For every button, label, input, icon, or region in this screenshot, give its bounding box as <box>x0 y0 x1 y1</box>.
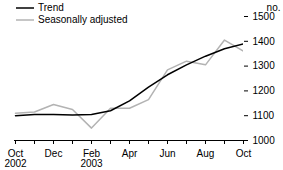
svg-text:Feb2003: Feb2003 <box>80 148 103 169</box>
svg-text:1000: 1000 <box>253 135 276 146</box>
svg-text:1500: 1500 <box>252 10 275 22</box>
svg-text:Oct2002: Oct2002 <box>4 148 27 169</box>
svg-text:Jun: Jun <box>159 148 175 159</box>
svg-text:Oct: Oct <box>236 148 252 159</box>
html-text:Seasonally adjusted: Seasonally adjusted <box>38 14 128 25</box>
svg-text:Apr: Apr <box>122 148 138 159</box>
svg-text:Dec: Dec <box>45 148 63 159</box>
svg-text:no.: no. <box>267 2 281 13</box>
svg-text:Aug: Aug <box>197 148 215 159</box>
svg-text:1200: 1200 <box>253 85 276 96</box>
svg-text:1300: 1300 <box>253 60 276 71</box>
svg-text:1100: 1100 <box>253 110 275 121</box>
html-text:Trend: Trend <box>38 2 64 13</box>
svg-text:1400: 1400 <box>253 36 276 47</box>
